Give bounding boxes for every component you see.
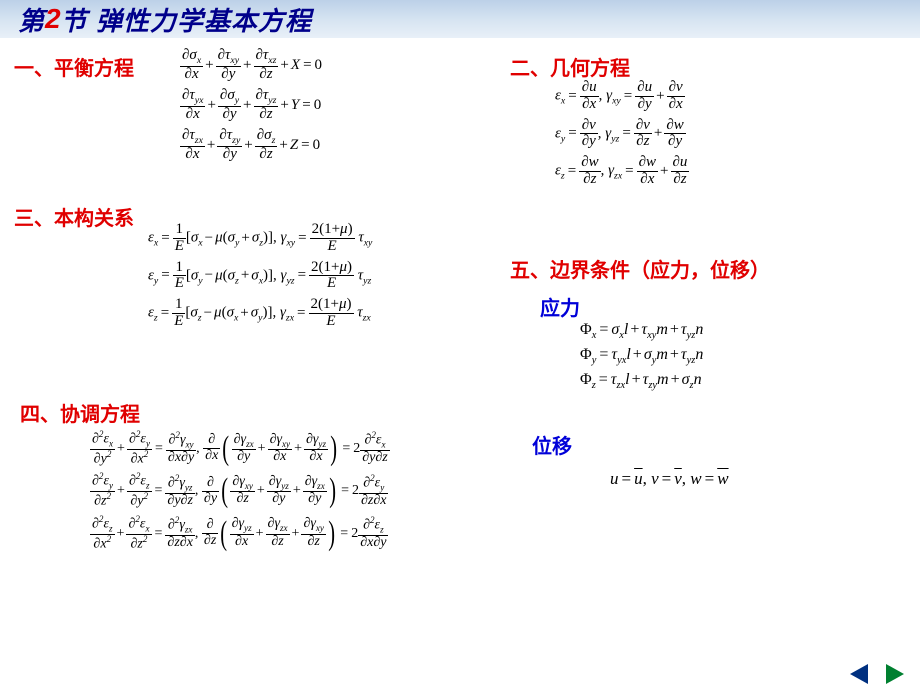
triangle-left-icon	[850, 664, 868, 684]
stress-sub-label: 应力	[540, 292, 580, 321]
title-number: 2	[45, 3, 61, 35]
geometry-equations: εx=∂u∂x, γxy=∂u∂y+∂v∂xεy=∂v∂y, γyz=∂v∂z+…	[555, 80, 689, 193]
nav-controls	[846, 664, 908, 684]
constitutive-equations: εx=1E[σx−μ(σy+σz)], γxy=2(1+μ)E τxyεy=1E…	[148, 222, 372, 335]
title-band: 第 2 节 弹性力学基本方程	[0, 0, 920, 38]
section-2-label: 二、几何方程	[510, 52, 630, 81]
equilibrium-equations: ∂σx∂x+∂τxy∂y+∂τxz∂z+X=0∂τyx∂x+∂σy∂y+∂τyz…	[180, 48, 322, 168]
nav-prev-button[interactable]	[846, 664, 872, 684]
stress-bc-equations: Φx=σxl+τxym+τyznΦy=τyxl+σym+τyznΦz=τzxl+…	[580, 322, 703, 397]
section-5-label: 五、边界条件（应力，位移）	[510, 254, 770, 283]
title-prefix: 第	[18, 1, 45, 38]
compatibility-equations: ∂2εx∂y2+∂2εy∂x2=∂2γxy∂x∂y, ∂∂x(∂γzx∂y+∂γ…	[90, 430, 390, 557]
title-suffix: 节 弹性力学基本方程	[61, 1, 312, 38]
section-4-label: 四、协调方程	[20, 398, 140, 427]
nav-next-button[interactable]	[882, 664, 908, 684]
section-1-label: 一、平衡方程	[14, 52, 134, 81]
disp-sub-label: 位移	[532, 430, 572, 459]
disp-bc-equations: u=u, v=v, w=w	[610, 470, 729, 493]
section-3-label: 三、本构关系	[14, 202, 134, 231]
triangle-right-icon	[886, 664, 904, 684]
